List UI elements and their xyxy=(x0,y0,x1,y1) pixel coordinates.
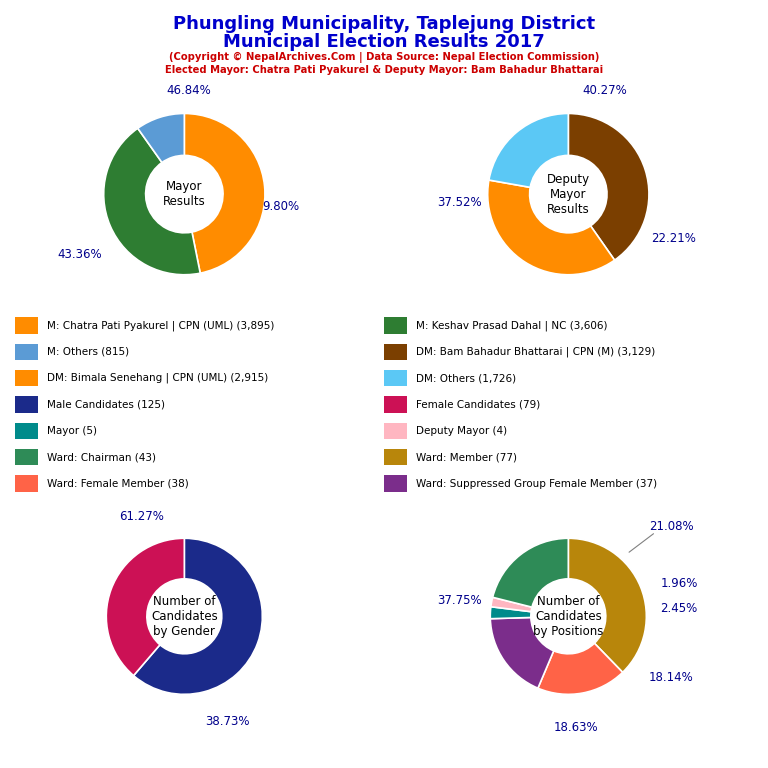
Text: Number of
Candidates
by Gender: Number of Candidates by Gender xyxy=(151,595,217,637)
Bar xyxy=(384,449,406,465)
Text: Ward: Suppressed Group Female Member (37): Ward: Suppressed Group Female Member (37… xyxy=(415,478,657,488)
Bar xyxy=(15,370,38,386)
Text: 22.21%: 22.21% xyxy=(650,232,696,245)
Text: M: Chatra Pati Pyakurel | CPN (UML) (3,895): M: Chatra Pati Pyakurel | CPN (UML) (3,8… xyxy=(47,320,274,331)
Bar xyxy=(384,343,406,360)
Wedge shape xyxy=(568,114,649,260)
Bar xyxy=(15,475,38,492)
Bar xyxy=(15,317,38,334)
Text: 46.84%: 46.84% xyxy=(166,84,210,98)
Text: 40.27%: 40.27% xyxy=(582,84,627,98)
Text: Ward: Female Member (38): Ward: Female Member (38) xyxy=(47,478,189,488)
Text: 37.52%: 37.52% xyxy=(437,196,482,209)
Text: 9.80%: 9.80% xyxy=(263,200,300,213)
Text: 38.73%: 38.73% xyxy=(205,715,250,728)
Bar xyxy=(384,370,406,386)
Text: (Copyright © NepalArchives.Com | Data Source: Nepal Election Commission): (Copyright © NepalArchives.Com | Data So… xyxy=(169,51,599,62)
Bar xyxy=(384,317,406,334)
Text: Deputy
Mayor
Results: Deputy Mayor Results xyxy=(547,173,590,216)
Wedge shape xyxy=(538,644,623,694)
Text: 1.96%: 1.96% xyxy=(660,577,698,590)
Text: M: Keshav Prasad Dahal | NC (3,606): M: Keshav Prasad Dahal | NC (3,606) xyxy=(415,320,607,331)
Wedge shape xyxy=(134,538,263,694)
Bar xyxy=(384,475,406,492)
Text: Mayor
Results: Mayor Results xyxy=(163,180,206,208)
Text: 61.27%: 61.27% xyxy=(119,510,164,523)
Text: Male Candidates (125): Male Candidates (125) xyxy=(47,399,165,409)
Bar xyxy=(15,343,38,360)
Text: DM: Bimala Senehang | CPN (UML) (2,915): DM: Bimala Senehang | CPN (UML) (2,915) xyxy=(47,373,268,383)
Text: DM: Others (1,726): DM: Others (1,726) xyxy=(415,373,516,383)
Bar xyxy=(384,396,406,413)
Text: Mayor (5): Mayor (5) xyxy=(47,425,97,436)
Wedge shape xyxy=(491,598,532,612)
Wedge shape xyxy=(137,114,184,163)
Bar xyxy=(15,396,38,413)
Bar xyxy=(384,422,406,439)
Wedge shape xyxy=(568,538,647,672)
Text: Female Candidates (79): Female Candidates (79) xyxy=(415,399,540,409)
Wedge shape xyxy=(490,607,531,619)
Text: 37.75%: 37.75% xyxy=(437,594,482,607)
Wedge shape xyxy=(106,538,184,676)
Text: 21.08%: 21.08% xyxy=(649,520,694,533)
Text: 18.63%: 18.63% xyxy=(554,720,598,733)
Text: DM: Bam Bahadur Bhattarai | CPN (M) (3,129): DM: Bam Bahadur Bhattarai | CPN (M) (3,1… xyxy=(415,346,655,357)
Text: Phungling Municipality, Taplejung District: Phungling Municipality, Taplejung Distri… xyxy=(173,15,595,33)
Text: 2.45%: 2.45% xyxy=(660,602,698,615)
Text: M: Others (815): M: Others (815) xyxy=(47,347,129,357)
Wedge shape xyxy=(488,180,614,275)
Wedge shape xyxy=(104,128,200,275)
Text: Ward: Chairman (43): Ward: Chairman (43) xyxy=(47,452,156,462)
Bar xyxy=(15,449,38,465)
Wedge shape xyxy=(492,538,568,607)
Wedge shape xyxy=(489,114,568,187)
Text: 43.36%: 43.36% xyxy=(57,248,102,261)
Text: 18.14%: 18.14% xyxy=(649,670,694,684)
Wedge shape xyxy=(490,617,554,688)
Wedge shape xyxy=(184,114,265,273)
Text: Deputy Mayor (4): Deputy Mayor (4) xyxy=(415,425,507,436)
Text: Elected Mayor: Chatra Pati Pyakurel & Deputy Mayor: Bam Bahadur Bhattarai: Elected Mayor: Chatra Pati Pyakurel & De… xyxy=(165,65,603,74)
Text: Ward: Member (77): Ward: Member (77) xyxy=(415,452,517,462)
Text: Number of
Candidates
by Positions: Number of Candidates by Positions xyxy=(533,595,604,637)
Text: Municipal Election Results 2017: Municipal Election Results 2017 xyxy=(223,33,545,51)
Bar xyxy=(15,422,38,439)
